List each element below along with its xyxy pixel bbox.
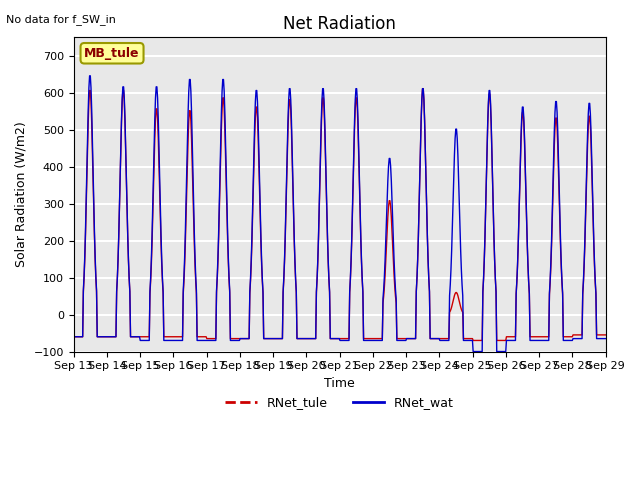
RNet_wat	[231, 337, 239, 343]
RNet_wat	[257, 234, 265, 240]
RNet_wat	[86, 73, 93, 79]
RNet_tule	[132, 334, 140, 340]
Y-axis label: Solar Radiation (W/m2): Solar Radiation (W/m2)	[15, 121, 28, 267]
Text: MB_tule: MB_tule	[84, 47, 140, 60]
RNet_wat	[469, 348, 477, 354]
RNet_wat	[425, 275, 433, 281]
RNet_tule	[257, 215, 264, 220]
RNet_tule	[425, 275, 433, 281]
Line: RNet_wat: RNet_wat	[74, 76, 605, 351]
RNet_wat	[602, 336, 609, 341]
RNet_tule	[469, 337, 477, 343]
Text: No data for f_SW_in: No data for f_SW_in	[6, 14, 116, 25]
Title: Net Radiation: Net Radiation	[284, 15, 396, 33]
RNet_tule	[394, 336, 402, 341]
RNet_tule	[419, 86, 427, 92]
RNet_wat	[133, 334, 141, 340]
RNet_wat	[395, 337, 403, 343]
X-axis label: Time: Time	[324, 377, 355, 390]
RNet_tule	[602, 332, 609, 338]
RNet_tule	[230, 336, 237, 341]
RNet_wat	[70, 334, 77, 340]
RNet_wat	[277, 336, 285, 341]
RNet_tule	[70, 334, 77, 340]
Line: RNet_tule: RNet_tule	[74, 89, 605, 340]
RNet_tule	[276, 336, 284, 341]
Legend: RNet_tule, RNet_wat: RNet_tule, RNet_wat	[220, 391, 459, 414]
